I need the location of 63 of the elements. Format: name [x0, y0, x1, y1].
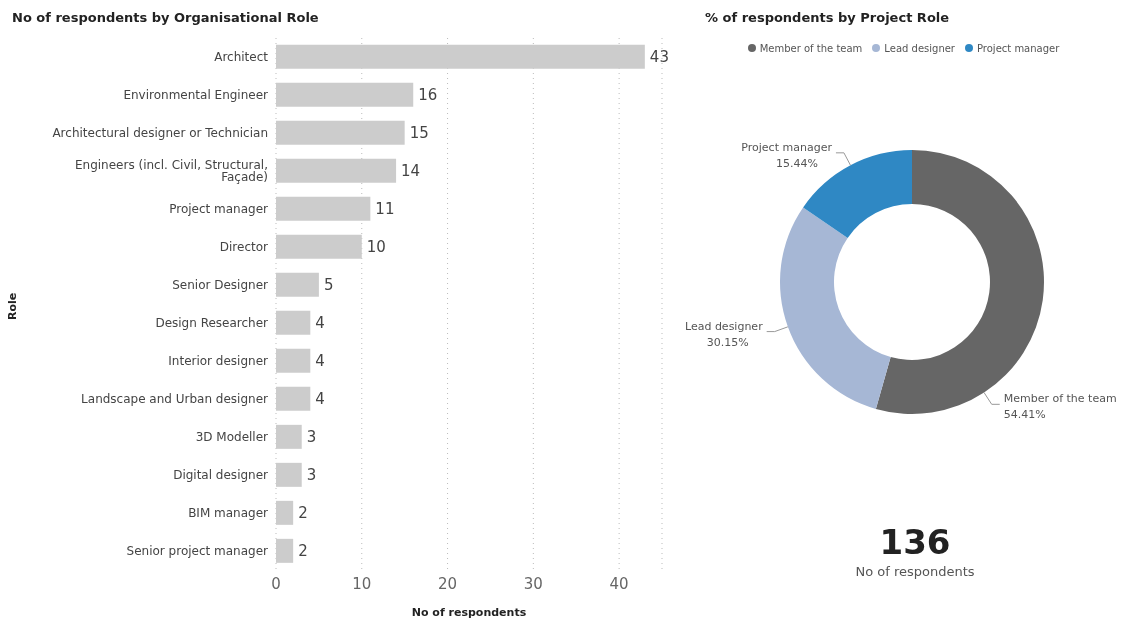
- x-tick-label: 40: [609, 574, 629, 593]
- data-label: 4: [315, 352, 325, 371]
- bar: [276, 500, 294, 525]
- y-axis-title: Role: [6, 292, 19, 320]
- data-label: 3: [306, 428, 317, 447]
- data-label: 30.15%: [706, 335, 749, 349]
- bar: [276, 310, 311, 335]
- bar: [276, 82, 414, 107]
- bar: [276, 424, 302, 449]
- data-label: 10: [366, 238, 386, 257]
- y-tick-label: Architectural designer or Technician: [52, 126, 268, 141]
- x-tick-label: 0: [271, 574, 281, 593]
- x-tick-label: 10: [352, 574, 372, 593]
- data-label: 5: [323, 276, 334, 295]
- slice-label: Project manager: [741, 140, 833, 154]
- y-tick-label: 3D Modeller: [195, 430, 269, 445]
- category-label: No of respondents: [854, 564, 976, 579]
- bar: [276, 120, 405, 145]
- chart-title: % of respondents by Project Role: [705, 10, 950, 25]
- x-axis-title: No of respondents: [411, 606, 527, 619]
- bar: [276, 158, 397, 183]
- slice-label: Member of the team: [1003, 392, 1117, 406]
- data-label: 15: [409, 124, 429, 143]
- legend-label: Project manager: [976, 43, 1060, 54]
- data-label: 3: [306, 466, 317, 485]
- data-label: 43: [649, 48, 669, 67]
- y-tick-label: Interior designer: [168, 354, 269, 369]
- data-label: 14: [401, 162, 421, 181]
- text: No of respondents by Organisational Role: [12, 10, 319, 25]
- data-label: 54.41%: [1003, 408, 1046, 422]
- y-tick-label: Landscape and Urban designer: [81, 392, 269, 407]
- y-tick-label: Environmental Engineer: [123, 88, 269, 103]
- bar: [276, 462, 302, 487]
- data-label: 4: [315, 390, 325, 409]
- bar: [276, 348, 311, 373]
- y-tick-label: Architect: [214, 50, 269, 65]
- x-tick-label: 20: [438, 574, 458, 593]
- data-label: 2: [298, 542, 308, 561]
- y-tick-label: Project manager: [169, 202, 269, 217]
- bar: [276, 386, 311, 411]
- bar: [276, 196, 371, 221]
- data-label: 16: [418, 86, 438, 105]
- y-tick-label: Digital designer: [173, 468, 269, 483]
- y-tick-label: BIM manager: [188, 506, 269, 521]
- y-tick-label: Director: [219, 240, 269, 255]
- slice-label: Lead designer: [684, 319, 764, 333]
- donut-slice: [780, 207, 891, 409]
- bar: [276, 44, 645, 69]
- y-tick-label: Senior project manager: [126, 544, 269, 559]
- legend-label: Lead designer: [884, 43, 955, 54]
- x-tick-label: 30: [523, 574, 543, 593]
- data-label: 136: [878, 521, 952, 564]
- bar: [276, 234, 362, 259]
- data-label: 2: [298, 504, 308, 523]
- bar: [276, 272, 319, 297]
- bar: [276, 538, 294, 563]
- data-label: 4: [315, 314, 325, 333]
- y-tick-label: Senior Designer: [172, 278, 269, 293]
- y-tick-label: Design Researcher: [155, 316, 269, 331]
- y-tick-label: Engineers (incl. Civil, Structural, Façade): [74, 158, 268, 185]
- data-label: 11: [375, 200, 395, 219]
- data-label: 15.44%: [775, 156, 818, 170]
- legend-label: Member of the team: [759, 43, 863, 54]
